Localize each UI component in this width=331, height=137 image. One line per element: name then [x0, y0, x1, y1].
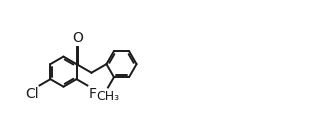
- Text: Cl: Cl: [25, 87, 39, 101]
- Text: CH₃: CH₃: [96, 90, 119, 103]
- Text: O: O: [72, 31, 83, 45]
- Text: F: F: [89, 87, 97, 101]
